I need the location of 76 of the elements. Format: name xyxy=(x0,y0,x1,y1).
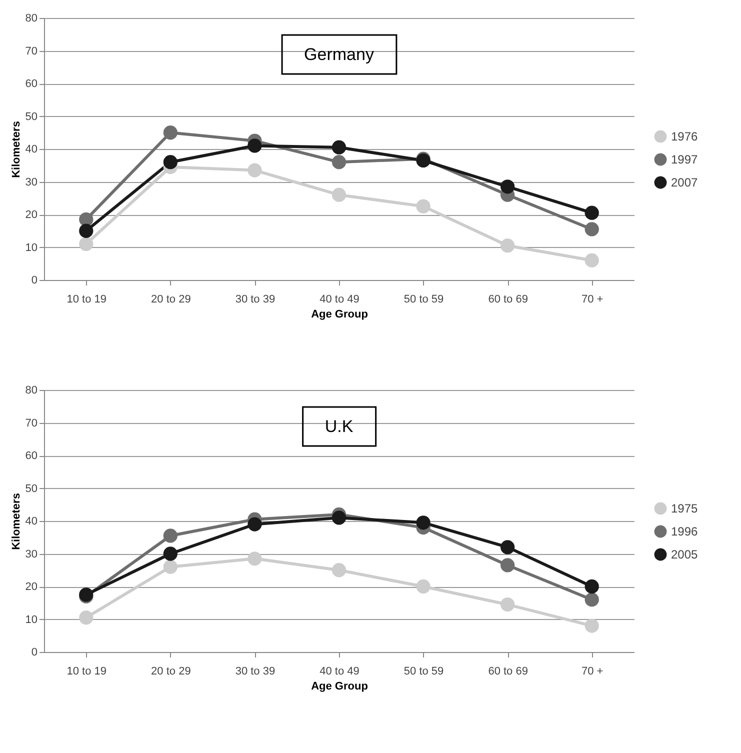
x-tick-label: 10 to 19 xyxy=(66,294,107,306)
point xyxy=(163,546,178,561)
x-tick-label: 60 to 69 xyxy=(488,294,528,306)
y-axis-title: Kilometers xyxy=(10,121,22,178)
legend-label: 1996 xyxy=(671,524,698,538)
point xyxy=(332,563,346,578)
point xyxy=(248,138,262,153)
point xyxy=(248,163,262,178)
y-tick-label: 50 xyxy=(25,482,38,495)
point xyxy=(332,140,346,154)
x-tick-label: 20 to 29 xyxy=(151,294,191,306)
point xyxy=(163,528,178,543)
legend-label: 1976 xyxy=(671,130,698,144)
point xyxy=(584,618,599,633)
y-tick-label: 80 xyxy=(25,384,38,396)
y-axis-title: Kilometers xyxy=(10,493,22,550)
y-tick-label: 10 xyxy=(25,614,38,626)
legend-label: 1975 xyxy=(671,502,698,516)
y-tick-label: 60 xyxy=(25,450,38,462)
y-tick-label: 40 xyxy=(25,144,38,156)
point xyxy=(79,610,94,625)
point xyxy=(416,199,430,214)
point xyxy=(500,540,515,554)
point xyxy=(584,253,599,268)
point xyxy=(79,224,94,238)
x-tick-label: 40 to 49 xyxy=(320,294,360,306)
point xyxy=(79,236,94,252)
x-tick-label: 70 + xyxy=(582,666,604,678)
text: U.K xyxy=(324,417,354,436)
y-tick-label: 0 xyxy=(31,646,38,658)
x-tick-label: 30 to 39 xyxy=(235,294,276,306)
y-tick-label: 20 xyxy=(25,581,38,593)
x-tick-label: 50 to 59 xyxy=(404,666,444,678)
point xyxy=(584,592,599,607)
point xyxy=(332,188,346,202)
point xyxy=(163,560,178,574)
x-axis-title: Age Group xyxy=(311,680,368,692)
y-tick-label: 60 xyxy=(25,78,38,90)
x-tick-label: 20 to 29 xyxy=(151,666,191,678)
y-tick-label: 10 xyxy=(25,242,38,254)
y-tick-label: 50 xyxy=(25,110,38,123)
point xyxy=(416,579,430,594)
legend-label: 1997 xyxy=(671,152,698,166)
point xyxy=(584,222,599,236)
y-tick-label: 70 xyxy=(25,417,38,430)
point xyxy=(163,155,178,170)
point xyxy=(332,155,346,170)
point xyxy=(79,212,94,226)
point xyxy=(500,180,515,194)
x-tick-label: 30 to 39 xyxy=(235,666,276,678)
y-tick-label: 80 xyxy=(25,12,38,24)
point xyxy=(500,558,515,572)
point xyxy=(584,206,599,220)
legend-label: 2005 xyxy=(671,548,698,562)
x-tick-label: 40 to 49 xyxy=(320,666,360,678)
y-tick-label: 70 xyxy=(25,45,38,58)
point xyxy=(500,238,515,253)
y-tick-label: 0 xyxy=(31,274,38,286)
x-tick-label: 60 to 69 xyxy=(488,666,528,678)
x-axis-title: Age Group xyxy=(311,308,368,320)
y-tick-label: 30 xyxy=(25,176,38,188)
x-tick-label: 70 + xyxy=(582,294,604,306)
text: Germany xyxy=(304,45,374,64)
x-tick-label: 50 to 59 xyxy=(404,294,444,306)
point xyxy=(332,510,346,525)
point xyxy=(248,552,262,566)
point xyxy=(584,579,599,594)
legend-label: 2007 xyxy=(671,176,698,190)
y-tick-label: 40 xyxy=(25,516,38,528)
y-tick-label: 30 xyxy=(25,548,38,560)
x-tick-label: 10 to 19 xyxy=(66,666,107,678)
point xyxy=(248,517,262,532)
point xyxy=(163,126,178,140)
point xyxy=(416,516,430,530)
y-tick-label: 20 xyxy=(25,209,38,221)
point xyxy=(500,597,515,612)
